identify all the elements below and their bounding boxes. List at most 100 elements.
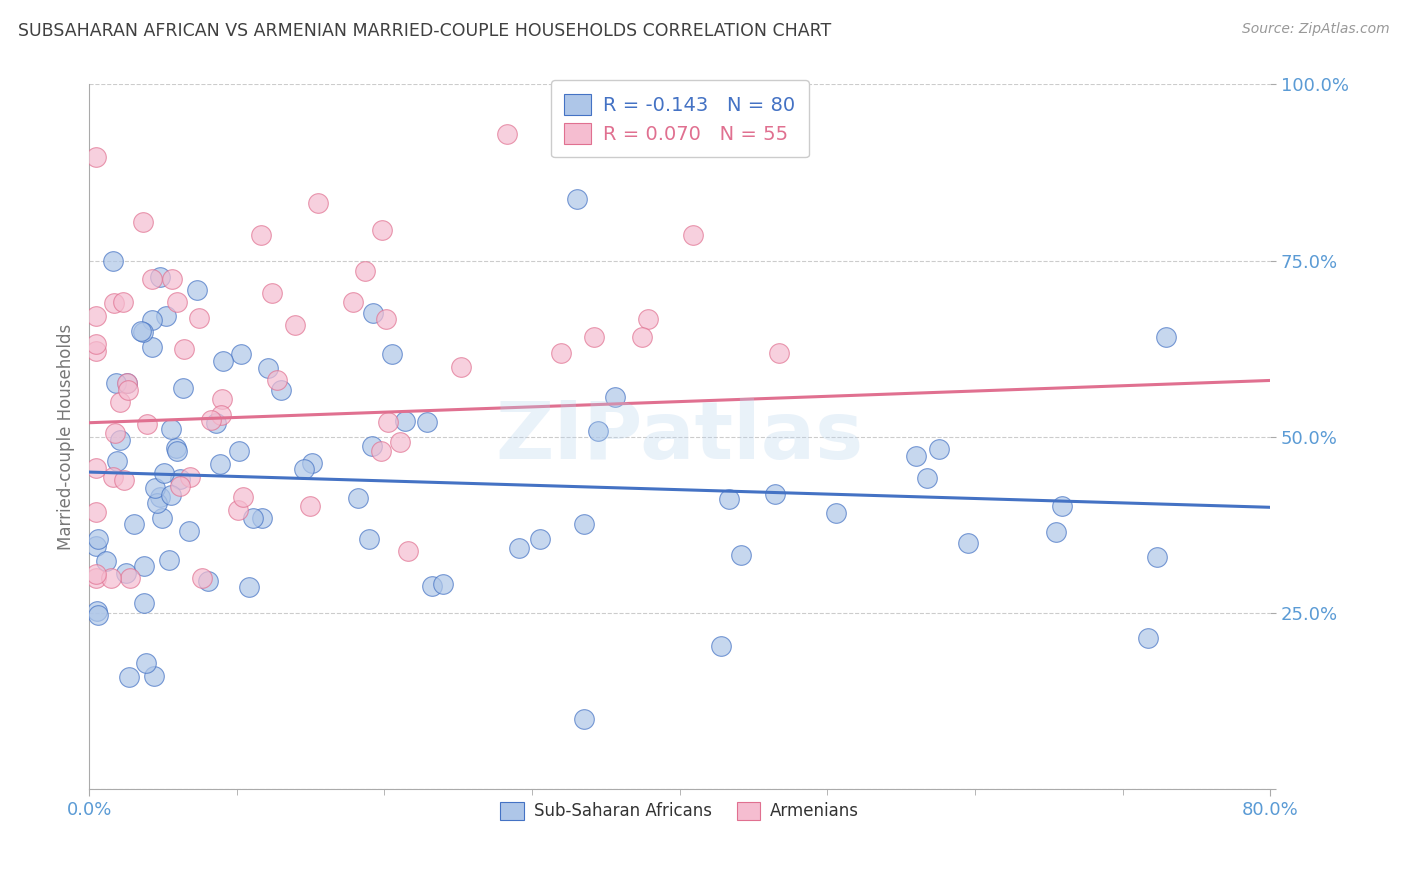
Point <box>956 535 979 549</box>
Point <box>103 296 125 310</box>
Point <box>136 417 159 432</box>
Point <box>266 373 288 387</box>
Point <box>603 390 626 404</box>
Point <box>1052 500 1074 514</box>
Point <box>342 295 364 310</box>
Point <box>682 227 704 242</box>
Point <box>173 342 195 356</box>
Point <box>86 337 108 351</box>
Point <box>710 639 733 653</box>
Point <box>131 215 153 229</box>
Point <box>284 318 307 332</box>
Point <box>160 422 183 436</box>
Point <box>94 554 117 568</box>
Point <box>917 471 939 485</box>
Point <box>228 444 250 458</box>
Point <box>1045 525 1067 540</box>
Point <box>157 553 180 567</box>
Point <box>432 577 454 591</box>
Point <box>377 415 399 429</box>
Text: Source: ZipAtlas.com: Source: ZipAtlas.com <box>1241 22 1389 37</box>
Point <box>143 481 166 495</box>
Point <box>200 413 222 427</box>
Point <box>188 310 211 325</box>
Point <box>169 472 191 486</box>
Point <box>262 285 284 300</box>
Point <box>146 496 169 510</box>
Point <box>142 669 165 683</box>
Point <box>824 506 846 520</box>
Point <box>112 294 135 309</box>
Point <box>354 264 377 278</box>
Point <box>118 670 141 684</box>
Point <box>86 604 108 618</box>
Point <box>179 524 201 538</box>
Point <box>212 353 235 368</box>
Point <box>100 571 122 585</box>
Point <box>346 491 368 506</box>
Point <box>110 394 132 409</box>
Point <box>582 330 605 344</box>
Point <box>141 341 163 355</box>
Point <box>122 516 145 531</box>
Point <box>86 150 108 164</box>
Point <box>242 511 264 525</box>
Point <box>572 517 595 532</box>
Point <box>238 580 260 594</box>
Point <box>361 306 384 320</box>
Point <box>179 470 201 484</box>
Point <box>631 330 654 344</box>
Point <box>149 490 172 504</box>
Point <box>104 425 127 440</box>
Point <box>550 346 572 360</box>
Point <box>132 558 155 573</box>
Point <box>115 376 138 391</box>
Point <box>155 309 177 323</box>
Point <box>361 439 384 453</box>
Text: SUBSAHARAN AFRICAN VS ARMENIAN MARRIED-COUPLE HOUSEHOLDS CORRELATION CHART: SUBSAHARAN AFRICAN VS ARMENIAN MARRIED-C… <box>18 22 831 40</box>
Point <box>226 503 249 517</box>
Point <box>637 312 659 326</box>
Point <box>120 571 142 585</box>
Point <box>169 479 191 493</box>
Point <box>166 294 188 309</box>
Point <box>87 608 110 623</box>
Point <box>529 532 551 546</box>
Point <box>301 456 323 470</box>
Point <box>86 461 108 475</box>
Point <box>357 532 380 546</box>
Point <box>172 381 194 395</box>
Text: ZIPatlas: ZIPatlas <box>495 398 863 475</box>
Point <box>718 491 741 506</box>
Point <box>86 571 108 585</box>
Point <box>149 269 172 284</box>
Point <box>166 443 188 458</box>
Point <box>107 453 129 467</box>
Point <box>204 416 226 430</box>
Point <box>141 313 163 327</box>
Point <box>197 574 219 588</box>
Point <box>307 195 329 210</box>
Point <box>86 505 108 519</box>
Point <box>371 223 394 237</box>
Point <box>508 541 530 555</box>
Point <box>394 414 416 428</box>
Point <box>928 442 950 456</box>
Point <box>763 487 786 501</box>
Point <box>229 347 252 361</box>
Point <box>396 543 419 558</box>
Point <box>152 466 174 480</box>
Point <box>86 309 108 323</box>
Point <box>86 539 108 553</box>
Point <box>450 360 472 375</box>
Point <box>370 444 392 458</box>
Point <box>186 283 208 297</box>
Point <box>112 474 135 488</box>
Point <box>150 510 173 524</box>
Point <box>420 578 443 592</box>
Y-axis label: Married-couple Households: Married-couple Households <box>58 324 75 550</box>
Point <box>209 408 232 422</box>
Point <box>1146 549 1168 564</box>
Point <box>115 376 138 391</box>
Point <box>191 571 214 585</box>
